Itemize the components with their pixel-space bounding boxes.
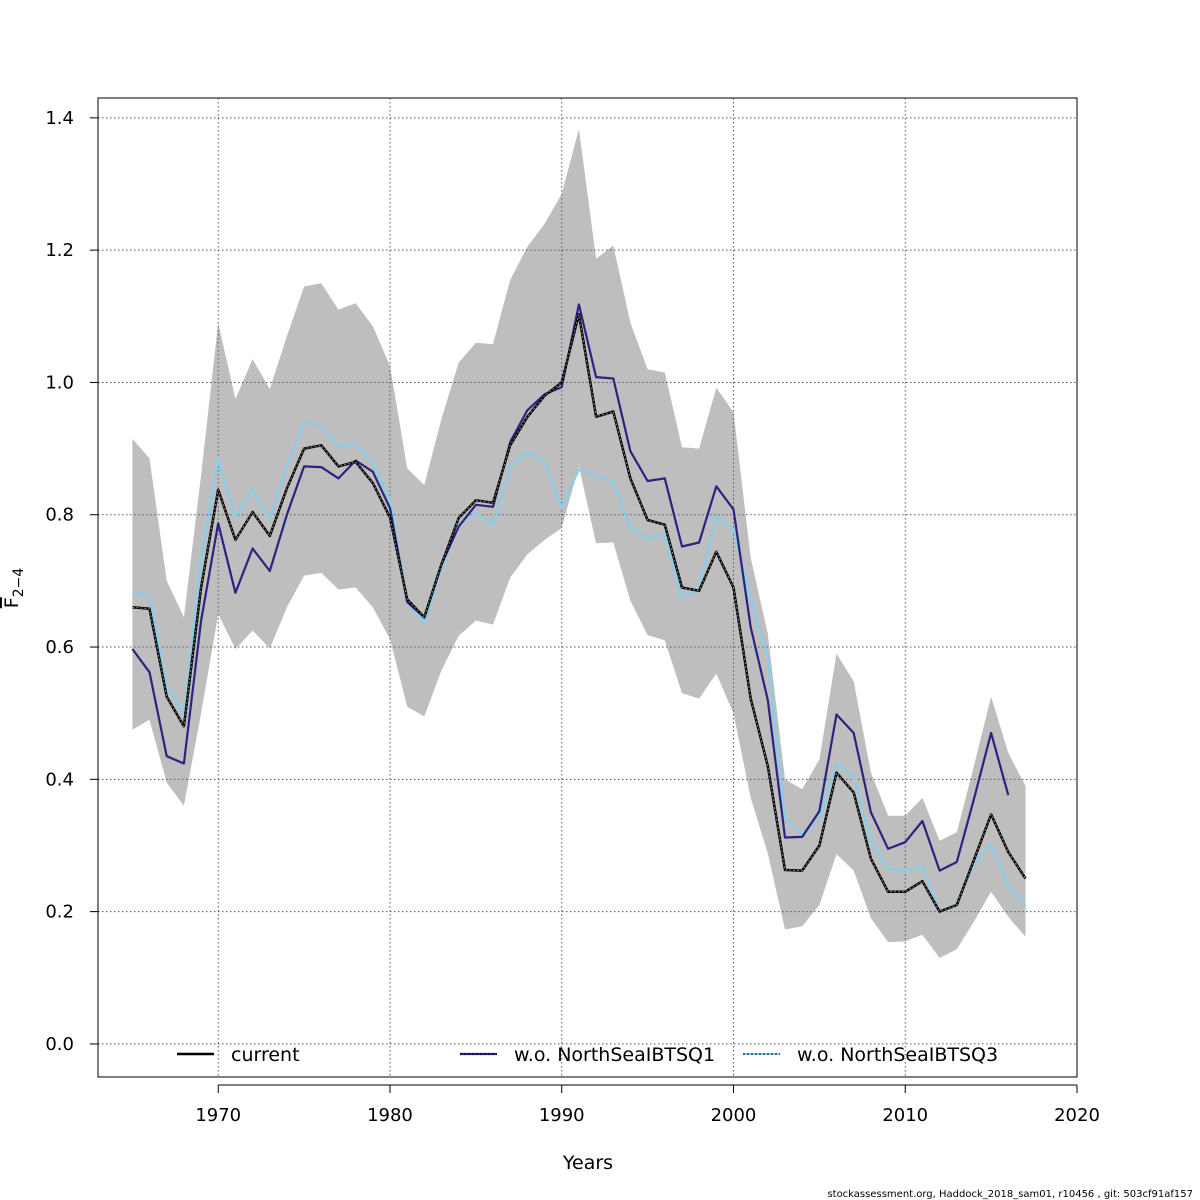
- x-axis: 1970 1980 1990 2000 2010 2020: [195, 1084, 1100, 1126]
- y-axis-title-main: F: [1, 597, 23, 608]
- confidence-band: [132, 129, 1026, 958]
- y-tick-label: 1.2: [45, 240, 74, 261]
- x-tick-label: 2020: [1054, 1105, 1100, 1126]
- x-tick-label: 1990: [539, 1105, 585, 1126]
- y-tick-label: 0.4: [45, 769, 74, 790]
- footer-credit: stockassessment.org, Haddock_2018_sam01,…: [827, 1189, 1193, 1200]
- x-tick-label: 2000: [711, 1105, 757, 1126]
- y-tick-label: 0.2: [45, 902, 74, 923]
- series-line-w-o-northseaibtsq3: [132, 421, 1027, 913]
- x-tick-label: 1970: [195, 1105, 241, 1126]
- x-tick-label: 2010: [882, 1105, 928, 1126]
- series-line-current-dash: [132, 314, 1026, 913]
- x-tick-label: 1980: [367, 1105, 413, 1126]
- y-tick-label: 0.0: [45, 1034, 74, 1055]
- legend-label: w.o. NorthSeaIBTSQ3: [797, 1044, 998, 1066]
- confidence-band-layer: [132, 129, 1026, 958]
- svg-text:F2−4: F2−4: [1, 568, 27, 609]
- y-axis-title: F2−4: [1, 568, 27, 609]
- series-layer: [131, 303, 1027, 913]
- y-axis-title-sub: 2−4: [11, 568, 27, 598]
- legend: current w.o. NorthSeaIBTSQ1 w.o. NorthSeaI…: [177, 1044, 998, 1066]
- y-axis: 0.0 0.2 0.4 0.6 0.8 1.0 1.2 1.4: [45, 108, 99, 1055]
- x-axis-title: Years: [562, 1152, 613, 1174]
- legend-label: current: [231, 1044, 300, 1066]
- y-tick-label: 1.4: [45, 108, 74, 129]
- y-tick-label: 1.0: [45, 372, 74, 393]
- y-tick-label: 0.6: [45, 637, 74, 658]
- y-tick-label: 0.8: [45, 505, 74, 526]
- legend-label: w.o. NorthSeaIBTSQ1: [514, 1044, 715, 1066]
